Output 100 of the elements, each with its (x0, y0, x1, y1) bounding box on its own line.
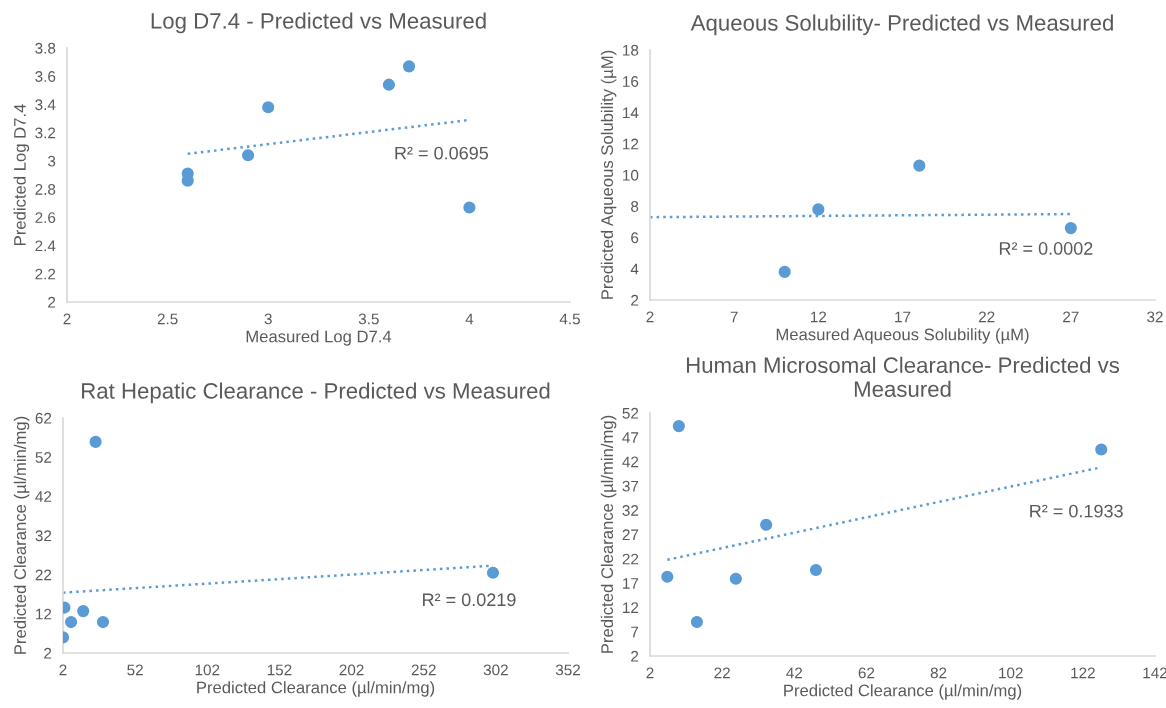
x-tick-label: 27 (1063, 311, 1079, 323)
point (89, 435, 102, 448)
y-axis-title: Predicted Aqueous Solubility (µM) (600, 50, 617, 299)
x-tick-label: 102 (195, 664, 220, 676)
y-tick-label: 42 (35, 491, 52, 502)
y-tick-label: 2 (631, 294, 639, 306)
chart-title: Rat Hepatic Clearance - Predicted vs Measured (82, 382, 550, 404)
point (262, 101, 275, 114)
x-tick-label: 12 (811, 311, 827, 323)
y-tick-label: 62 (35, 412, 52, 424)
y-tick-label: 10 (623, 169, 639, 181)
y-tick-label: 2 (631, 650, 639, 662)
x-tick-label: 2 (646, 667, 654, 679)
x-tick-label: 4 (465, 313, 474, 325)
y-tick-label: 32 (35, 530, 52, 542)
x-tick-label: 122 (1071, 667, 1095, 679)
x-tick-label: 152 (267, 664, 292, 676)
y-tick-label: 2.2 (35, 268, 56, 280)
chart-title: Log D7.4 - Predicted vs Measured (151, 12, 486, 34)
point (729, 572, 742, 585)
y-axis-title: Predicted Clearance (µl/min/mg) (13, 416, 30, 654)
x-axis-title: Predicted Clearance (µl/min/mg) (197, 681, 435, 697)
y-tick-label: 42 (622, 456, 639, 468)
x-tick-label: 62 (858, 667, 875, 679)
y-tick-label: 18 (623, 44, 639, 56)
y-tick-label: 17 (623, 578, 639, 589)
x-tick-label: 22 (978, 311, 995, 323)
x-tick-label: 32 (1147, 311, 1163, 323)
x-axis-title: Measured Log D7.4 (246, 330, 392, 346)
point (242, 149, 255, 162)
point (672, 420, 685, 433)
point (661, 570, 674, 583)
x-tick-label: 102 (999, 667, 1023, 679)
x-tick-label: 202 (339, 664, 364, 676)
x-tick-label: 302 (483, 664, 508, 676)
y-tick-label: 14 (623, 107, 639, 119)
y-tick-label: 4 (630, 263, 639, 275)
y-tick-label: 2 (48, 296, 56, 308)
y-tick-label: 12 (623, 602, 639, 613)
y-tick-label: 22 (622, 553, 639, 565)
x-tick-label: 17 (895, 311, 911, 323)
annotation: R² = 0.0219 (423, 593, 516, 607)
y-tick-label: 52 (35, 452, 52, 463)
point (1064, 222, 1077, 235)
x-tick-label: 2 (63, 313, 71, 325)
point (1095, 443, 1108, 456)
point (778, 265, 791, 278)
point (463, 201, 476, 214)
y-tick-label: 22 (35, 569, 52, 581)
annotation: R² = 0.0002 (999, 242, 1093, 255)
y-tick-label: 16 (623, 76, 639, 87)
y-tick-label: 6 (631, 232, 639, 244)
y-tick-label: 3.2 (35, 127, 56, 139)
y-tick-label: 2.4 (35, 240, 56, 252)
y-tick-label: 3 (47, 155, 56, 167)
x-tick-label: 52 (127, 664, 143, 676)
y-axis-title: Predicted Clearance (µl/min/mg) (600, 415, 617, 653)
chart-title: Human Microsomal Clearance- Predicted vs Measured (686, 356, 1120, 397)
x-tick-label: 2 (646, 311, 654, 323)
x-tick-label: 3 (264, 313, 272, 325)
annotation: R² = 0.0695 (395, 146, 489, 160)
x-tick-label: 2.5 (157, 313, 178, 325)
point (382, 78, 395, 91)
y-tick-label: 2.6 (35, 212, 56, 224)
y-tick-label: 27 (622, 529, 639, 541)
y-tick-label: 2 (44, 647, 52, 659)
x-tick-label: 42 (786, 667, 803, 679)
point (809, 563, 823, 577)
x-tick-label: 352 (555, 664, 580, 676)
x-tick-label: 22 (714, 667, 730, 679)
x-axis-title: Measured Aqueous Solubility (µM) (776, 328, 1029, 344)
y-tick-label: 52 (622, 407, 639, 419)
point (96, 615, 110, 629)
y-tick-label: 3.6 (35, 71, 56, 82)
y-tick-label: 37 (622, 480, 639, 492)
x-tick-label: 82 (930, 667, 947, 679)
y-tick-label: 3.4 (35, 99, 56, 111)
y-tick-label: 8 (631, 201, 639, 212)
y-tick-label: 2.8 (35, 183, 56, 195)
y-tick-label: 12 (623, 138, 639, 150)
x-axis-title: Predicted Clearance (µl/min/mg) (784, 684, 1022, 700)
y-tick-label: 32 (622, 505, 639, 516)
point (402, 60, 416, 73)
point (65, 615, 78, 629)
y-tick-label: 3.8 (35, 42, 56, 54)
y-tick-label: 47 (622, 432, 639, 443)
point (690, 615, 703, 629)
x-tick-label: 3.5 (358, 313, 379, 325)
point (760, 518, 773, 531)
y-tick-label: 7 (631, 626, 639, 638)
y-axis-title: Predicted Log D7.4 (13, 104, 30, 245)
x-tick-label: 142 (1143, 667, 1166, 679)
point (812, 203, 825, 216)
annotation: R² = 0.1933 (1030, 504, 1123, 518)
x-tick-label: 4.5 (559, 313, 580, 325)
y-tick-label: 12 (36, 608, 52, 620)
point (913, 159, 926, 172)
point (486, 566, 500, 579)
x-tick-label: 252 (411, 664, 436, 676)
x-tick-label: 2 (59, 664, 67, 676)
